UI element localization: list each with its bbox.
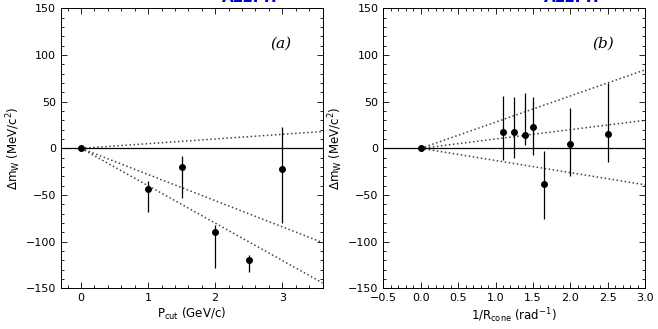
Text: (a): (a) (270, 36, 291, 50)
Text: ALEPH: ALEPH (222, 0, 277, 5)
X-axis label: 1/R$_{\rm cone}$ (rad$^{-1}$): 1/R$_{\rm cone}$ (rad$^{-1}$) (471, 306, 557, 325)
Y-axis label: $\Delta$m$_{\rm W}$ (MeV/c$^2$): $\Delta$m$_{\rm W}$ (MeV/c$^2$) (326, 107, 345, 190)
Y-axis label: $\Delta$m$_{\rm W}$ (MeV/c$^2$): $\Delta$m$_{\rm W}$ (MeV/c$^2$) (4, 107, 23, 190)
X-axis label: P$_{\rm cut}$ (GeV/c): P$_{\rm cut}$ (GeV/c) (157, 306, 226, 322)
Text: (b): (b) (593, 36, 615, 50)
Text: ALEPH: ALEPH (544, 0, 599, 5)
